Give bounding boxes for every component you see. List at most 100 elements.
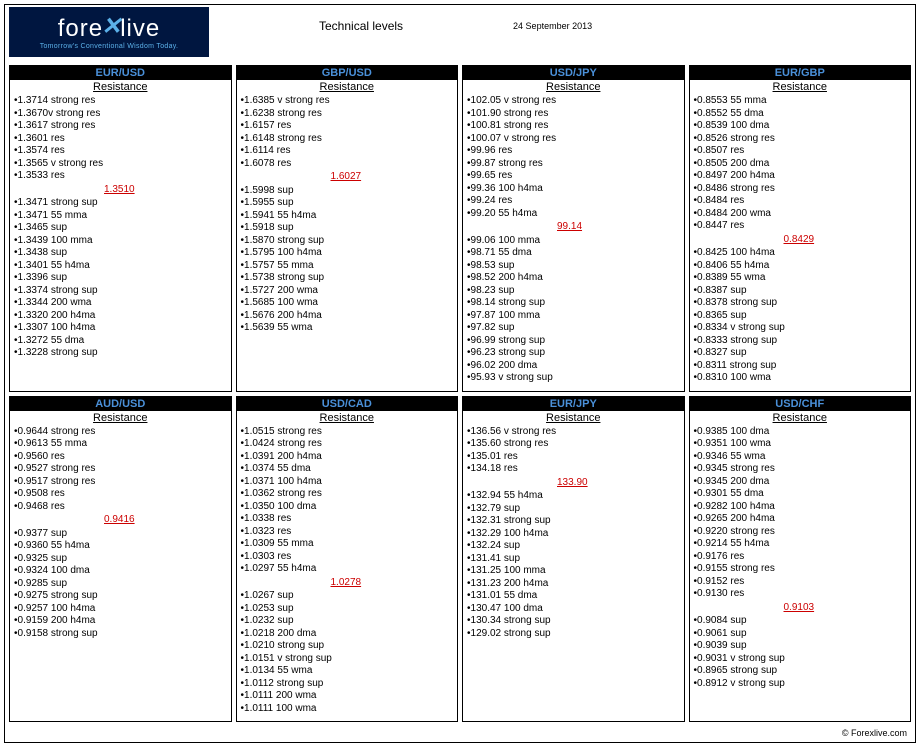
- level-row: 0.8912 v strong sup: [694, 678, 907, 691]
- level-row: 1.0151 v strong sup: [241, 653, 454, 666]
- level-row: 132.29 100 h4ma: [467, 528, 680, 541]
- level-row: 98.14 strong sup: [467, 297, 680, 310]
- pair-name: USD/JPY: [550, 67, 597, 79]
- level-row: 99.87 strong res: [467, 158, 680, 171]
- level-row: 0.8311 strong sup: [694, 360, 907, 373]
- level-row: 1.5918 sup: [241, 222, 454, 235]
- level-row: 0.9508 res: [14, 488, 227, 501]
- level-row: 102.05 v strong res: [467, 95, 680, 108]
- level-row: 1.0362 strong res: [241, 488, 454, 501]
- levels-list: 0.9385 100 dma0.9351 100 wma0.9346 55 wm…: [690, 426, 911, 697]
- level-row: 1.3617 strong res: [14, 120, 227, 133]
- level-row: 1.3670v strong res: [14, 108, 227, 121]
- level-row: 0.9345 200 dma: [694, 476, 907, 489]
- level-row: 1.3320 200 h4ma: [14, 310, 227, 323]
- pair-card: EUR/GBPResistance0.8553 55 mma0.8552 55 …: [689, 65, 912, 392]
- level-row: 1.3471 strong sup: [14, 197, 227, 210]
- level-row: 0.8425 100 h4ma: [694, 247, 907, 260]
- pivot-price: 0.9416: [14, 513, 227, 528]
- page-date: 24 September 2013: [513, 21, 592, 31]
- level-row: 131.41 sup: [467, 553, 680, 566]
- level-row: 0.8389 55 wma: [694, 272, 907, 285]
- pair-header: AUD/USD: [10, 397, 231, 411]
- level-row: 0.8310 100 wma: [694, 372, 907, 385]
- level-row: 0.9468 res: [14, 501, 227, 514]
- level-row: 131.01 55 dma: [467, 590, 680, 603]
- pair-card: USD/CHFResistance0.9385 100 dma0.9351 10…: [689, 396, 912, 723]
- level-row: 0.9061 sup: [694, 628, 907, 641]
- level-row: 0.9560 res: [14, 451, 227, 464]
- resistance-label: Resistance: [463, 80, 684, 95]
- level-row: 98.52 200 h4ma: [467, 272, 680, 285]
- level-row: 0.8334 v strong sup: [694, 322, 907, 335]
- level-row: 0.9351 100 wma: [694, 438, 907, 451]
- pair-header: EUR/JPY: [463, 397, 684, 411]
- level-row: 0.8484 200 wma: [694, 208, 907, 221]
- levels-list: 1.3714 strong res1.3670v strong res1.361…: [10, 95, 231, 366]
- level-row: 0.9084 sup: [694, 615, 907, 628]
- level-row: 0.9214 55 h4ma: [694, 538, 907, 551]
- level-row: 129.02 strong sup: [467, 628, 680, 641]
- level-row: 1.0424 strong res: [241, 438, 454, 451]
- level-row: 0.8505 200 dma: [694, 158, 907, 171]
- level-row: 96.02 200 dma: [467, 360, 680, 373]
- pair-card: USD/JPYResistance102.05 v strong res101.…: [462, 65, 685, 392]
- level-row: 1.0111 200 wma: [241, 690, 454, 703]
- level-row: 0.9155 strong res: [694, 563, 907, 576]
- level-row: 131.25 100 mma: [467, 565, 680, 578]
- level-row: 1.3574 res: [14, 145, 227, 158]
- level-row: 130.47 100 dma: [467, 603, 680, 616]
- level-row: 100.81 strong res: [467, 120, 680, 133]
- level-row: 136.56 v strong res: [467, 426, 680, 439]
- pair-header: USD/JPY: [463, 66, 684, 80]
- level-row: 1.5955 sup: [241, 197, 454, 210]
- level-row: 1.5757 55 mma: [241, 260, 454, 273]
- level-row: 1.0391 200 h4ma: [241, 451, 454, 464]
- level-row: 0.8365 sup: [694, 310, 907, 323]
- level-row: 0.8333 strong sup: [694, 335, 907, 348]
- pair-header: USD/CHF: [690, 397, 911, 411]
- pivot-price: 1.0278: [241, 576, 454, 591]
- level-row: 0.9285 sup: [14, 578, 227, 591]
- level-row: 0.9613 55 mma: [14, 438, 227, 451]
- resistance-label: Resistance: [237, 80, 458, 95]
- level-row: 0.9325 sup: [14, 553, 227, 566]
- resistance-label: Resistance: [10, 80, 231, 95]
- level-row: 1.0371 100 h4ma: [241, 476, 454, 489]
- level-row: 0.9220 strong res: [694, 526, 907, 539]
- level-row: 1.0374 55 dma: [241, 463, 454, 476]
- level-row: 132.24 sup: [467, 540, 680, 553]
- level-row: 0.9324 100 dma: [14, 565, 227, 578]
- level-row: 131.23 200 h4ma: [467, 578, 680, 591]
- level-row: 0.8539 100 dma: [694, 120, 907, 133]
- pair-card: AUD/USDResistance0.9644 strong res0.9613…: [9, 396, 232, 723]
- level-row: 0.8552 55 dma: [694, 108, 907, 121]
- page-container: fore ✕ live Tomorrow's Conventional Wisd…: [4, 4, 916, 743]
- level-row: 98.23 sup: [467, 285, 680, 298]
- logo-text-right: live: [120, 15, 160, 43]
- level-row: 1.0323 res: [241, 526, 454, 539]
- level-row: 0.8486 strong res: [694, 183, 907, 196]
- level-row: 1.5676 200 h4ma: [241, 310, 454, 323]
- pair-name: AUD/USD: [95, 398, 145, 410]
- level-row: 0.8507 res: [694, 145, 907, 158]
- pivot-price: 1.6027: [241, 170, 454, 185]
- levels-list: 1.0515 strong res1.0424 strong res1.0391…: [237, 426, 458, 722]
- level-row: 1.0134 55 wma: [241, 665, 454, 678]
- pair-card: EUR/JPYResistance136.56 v strong res135.…: [462, 396, 685, 723]
- level-row: 97.82 sup: [467, 322, 680, 335]
- level-row: 0.8378 strong sup: [694, 297, 907, 310]
- level-row: 0.8484 res: [694, 195, 907, 208]
- pivot-price: 0.9103: [694, 601, 907, 616]
- level-row: 0.8497 200 h4ma: [694, 170, 907, 183]
- level-row: 0.8406 55 h4ma: [694, 260, 907, 273]
- level-row: 1.0515 strong res: [241, 426, 454, 439]
- level-row: 1.5727 200 wma: [241, 285, 454, 298]
- resistance-label: Resistance: [237, 411, 458, 426]
- pair-card: GBP/USDResistance1.6385 v strong res1.62…: [236, 65, 459, 392]
- pivot-price: 99.14: [467, 220, 680, 235]
- level-row: 1.3601 res: [14, 133, 227, 146]
- level-row: 0.8526 strong res: [694, 133, 907, 146]
- level-row: 0.9130 res: [694, 588, 907, 601]
- page-title: Technical levels: [319, 19, 403, 33]
